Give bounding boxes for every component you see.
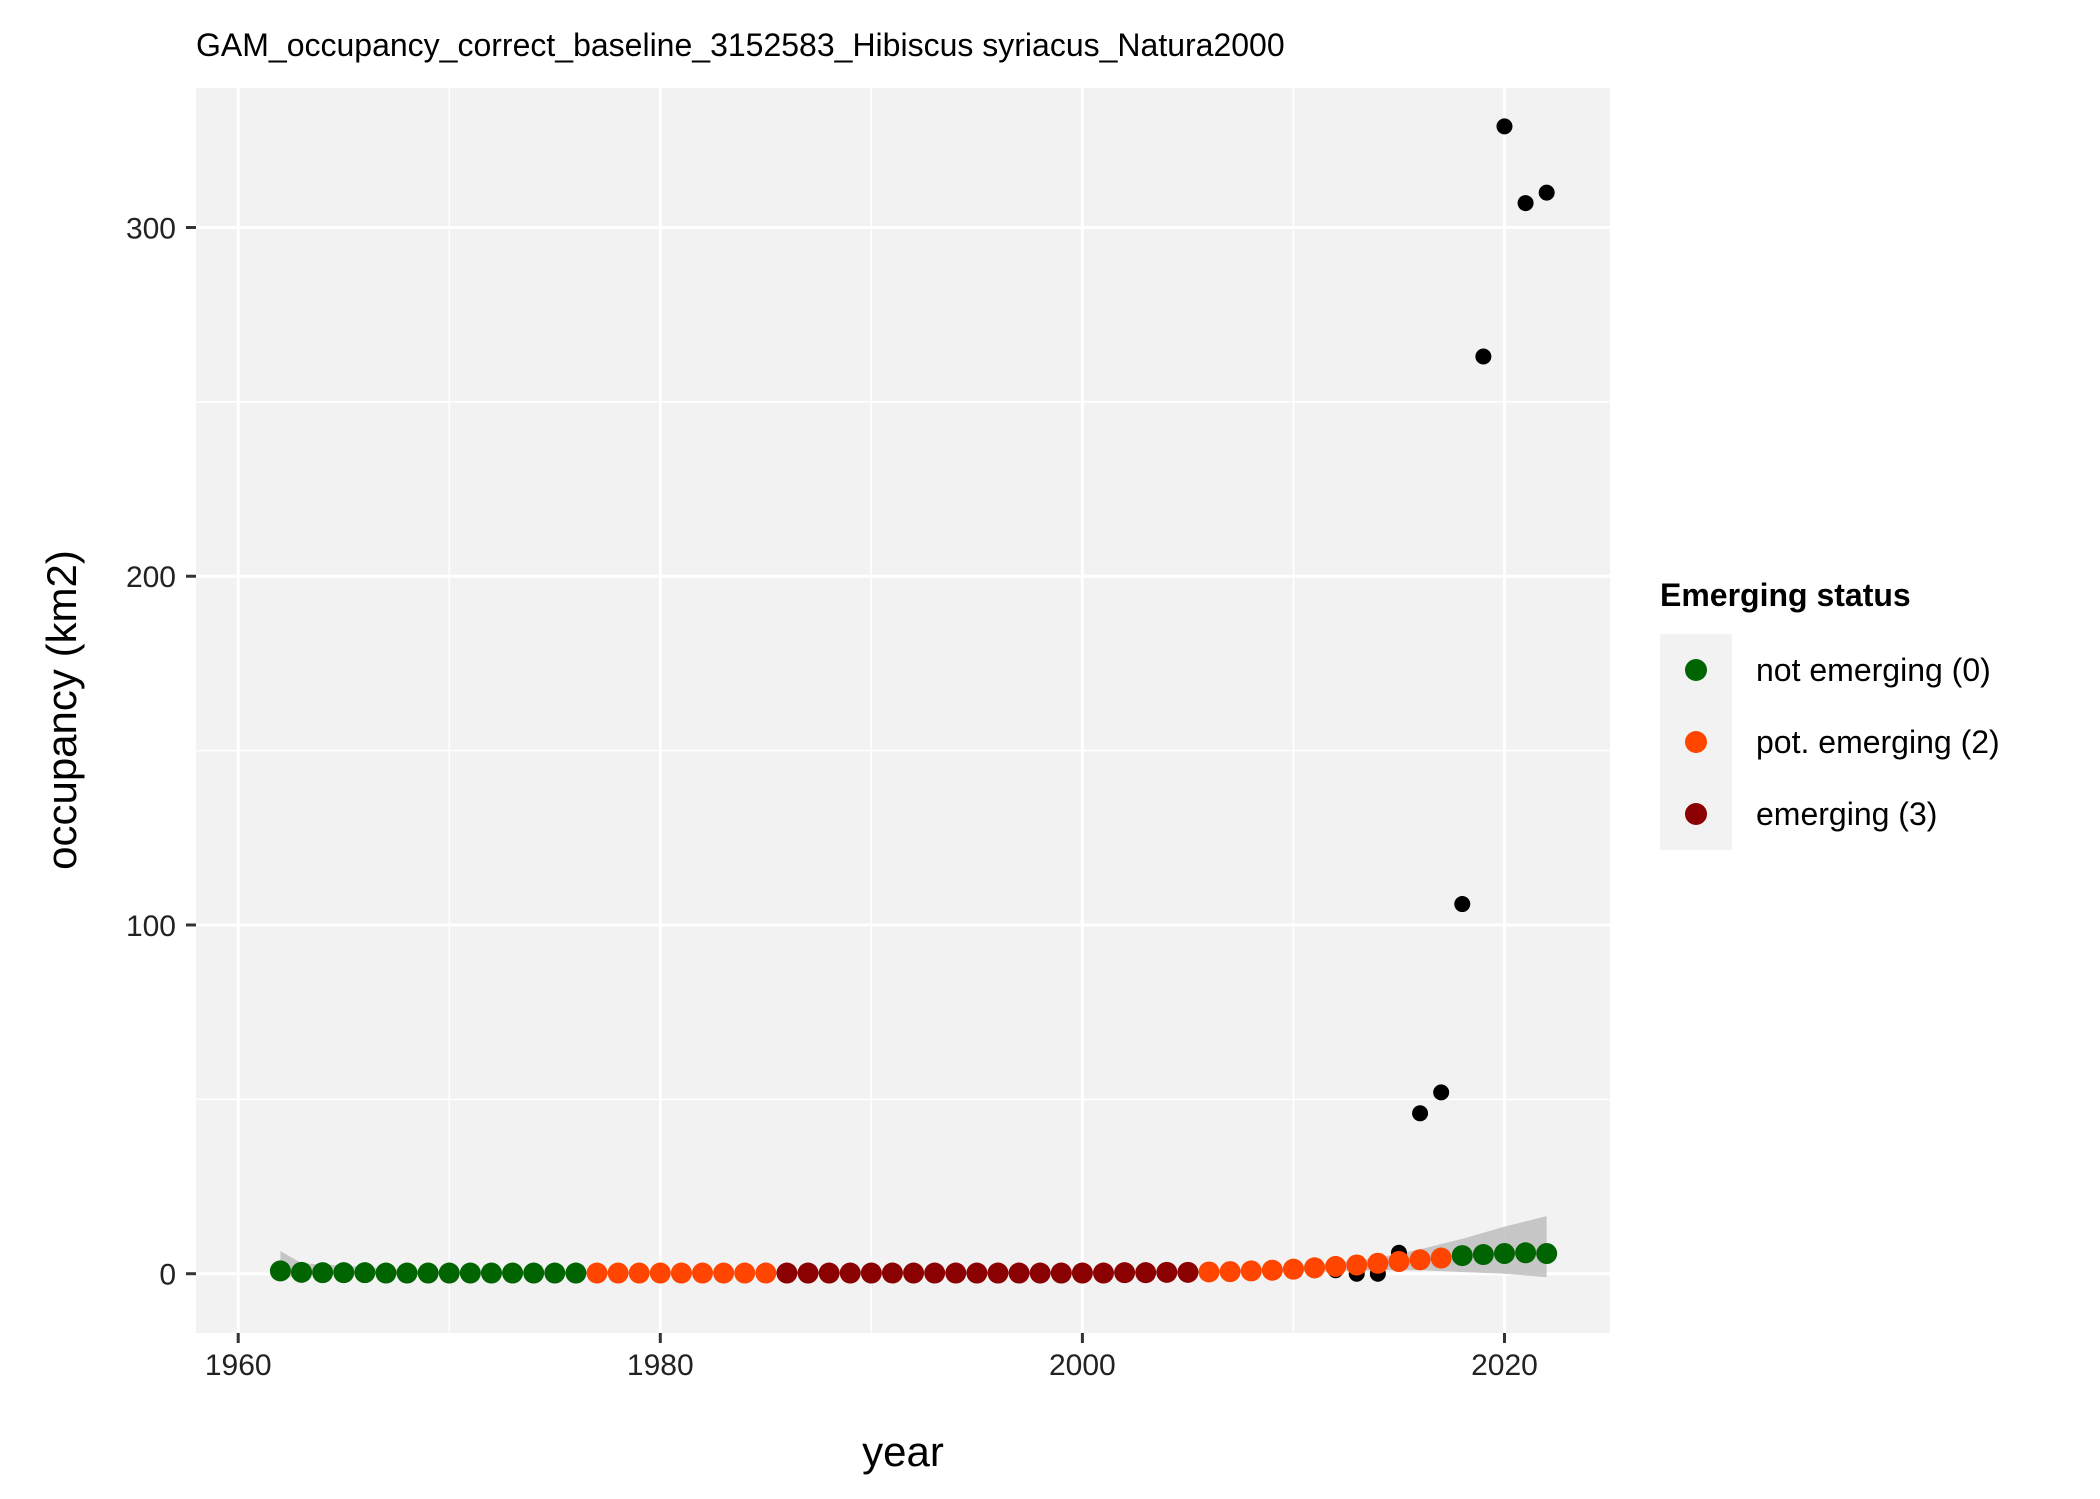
gam-point xyxy=(1092,1262,1114,1284)
observed-point xyxy=(1538,184,1555,201)
data-points xyxy=(269,118,1558,1284)
legend-key-dot xyxy=(1685,803,1707,825)
gam-point xyxy=(924,1262,946,1284)
gam-point xyxy=(502,1262,524,1284)
gam-point xyxy=(1493,1242,1515,1264)
gam-point xyxy=(797,1262,819,1284)
gam-point xyxy=(903,1262,925,1284)
legend-entry-label: not emerging (0) xyxy=(1756,652,1991,688)
y-tick-label: 200 xyxy=(126,561,176,594)
x-tick-label: 1960 xyxy=(205,1349,272,1382)
gam-point xyxy=(417,1262,439,1284)
x-tick-label: 2000 xyxy=(1049,1349,1116,1382)
gam-point xyxy=(1282,1258,1304,1280)
gam-point xyxy=(523,1262,545,1284)
gam-point xyxy=(333,1262,355,1284)
observed-point xyxy=(1454,896,1471,913)
gam-point xyxy=(459,1262,481,1284)
observed-point xyxy=(1412,1105,1429,1122)
legend-title: Emerging status xyxy=(1660,577,1911,613)
gam-point xyxy=(649,1262,671,1284)
gam-point xyxy=(734,1262,756,1284)
gam-point xyxy=(945,1262,967,1284)
y-tick-label: 0 xyxy=(159,1259,176,1292)
gam-point xyxy=(1515,1242,1537,1264)
gam-point xyxy=(1409,1249,1431,1271)
gam-point xyxy=(1071,1262,1093,1284)
legend: Emerging status not emerging (0) pot. eme… xyxy=(1660,577,2000,850)
x-axis: 1960 1980 2000 2020 xyxy=(205,1333,1538,1382)
observed-point xyxy=(1517,195,1534,212)
gam-point xyxy=(312,1262,334,1284)
gam-point xyxy=(1367,1252,1389,1274)
observed-point xyxy=(1475,348,1492,365)
gam-point xyxy=(586,1262,608,1284)
x-axis-title: year xyxy=(862,1428,944,1475)
gam-point xyxy=(1135,1262,1157,1284)
gam-point xyxy=(438,1262,460,1284)
gam-point xyxy=(1261,1259,1283,1281)
gam-point xyxy=(713,1262,735,1284)
gam-point xyxy=(1325,1255,1347,1277)
gam-point xyxy=(628,1262,650,1284)
y-tick-label: 300 xyxy=(126,212,176,245)
y-axis-title: occupancy (km2) xyxy=(38,550,85,870)
gam-point xyxy=(1029,1262,1051,1284)
gam-point xyxy=(860,1262,882,1284)
gam-point xyxy=(1430,1247,1452,1269)
gam-point xyxy=(1472,1244,1494,1266)
gam-point xyxy=(396,1262,418,1284)
gam-point xyxy=(839,1262,861,1284)
gam-point xyxy=(565,1262,587,1284)
legend-key-dot xyxy=(1685,731,1707,753)
gam-point xyxy=(1388,1251,1410,1273)
gam-point xyxy=(291,1261,313,1283)
gam-point xyxy=(1451,1245,1473,1267)
x-tick-label: 2020 xyxy=(1471,1349,1538,1382)
gam-point xyxy=(881,1262,903,1284)
gam-point xyxy=(1050,1262,1072,1284)
gam-point xyxy=(776,1262,798,1284)
gam-point xyxy=(818,1262,840,1284)
grid-minor xyxy=(196,88,1610,1333)
gam-point xyxy=(1536,1242,1558,1264)
gam-point xyxy=(987,1262,1009,1284)
gam-point xyxy=(1177,1261,1199,1283)
gam-point xyxy=(670,1262,692,1284)
gam-point xyxy=(1114,1262,1136,1284)
gam-point xyxy=(480,1262,502,1284)
gam-point xyxy=(544,1262,566,1284)
observed-point xyxy=(1496,118,1513,135)
gam-point xyxy=(375,1262,397,1284)
y-tick-label: 100 xyxy=(126,910,176,943)
y-axis: 0 100 200 300 xyxy=(126,212,196,1292)
legend-entry-label: pot. emerging (2) xyxy=(1756,724,2000,760)
legend-entry-label: emerging (3) xyxy=(1756,796,1937,832)
observed-point xyxy=(1433,1084,1450,1101)
gam-point xyxy=(1156,1261,1178,1283)
gam-point xyxy=(966,1262,988,1284)
x-tick-label: 1980 xyxy=(627,1349,694,1382)
gam-point xyxy=(1008,1262,1030,1284)
gam-point xyxy=(1304,1257,1326,1279)
chart-title: GAM_occupancy_correct_baseline_3152583_H… xyxy=(196,27,1285,63)
gam-point xyxy=(1346,1254,1368,1276)
gam-point xyxy=(354,1262,376,1284)
gam-point xyxy=(1198,1261,1220,1283)
legend-key-dot xyxy=(1685,659,1707,681)
gam-point xyxy=(269,1260,291,1282)
plot-panel xyxy=(196,88,1610,1333)
gam-point xyxy=(607,1262,629,1284)
gam-point xyxy=(1219,1261,1241,1283)
gam-point xyxy=(755,1262,777,1284)
gam-point xyxy=(1240,1260,1262,1282)
gam-point xyxy=(692,1262,714,1284)
